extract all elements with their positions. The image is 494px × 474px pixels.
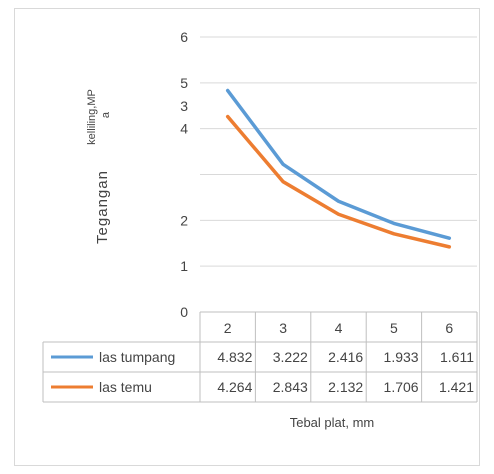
chart-frame: 6 5 3 4 2 1 0 kelliling,MP a Tegangan 2 3 4 5 6 las… bbox=[14, 8, 480, 466]
data-label: 3.222 bbox=[273, 349, 308, 365]
data-label: 1.421 bbox=[439, 379, 474, 395]
data-label: 4.832 bbox=[217, 349, 252, 365]
x-tick-label: 4 bbox=[335, 320, 343, 336]
series-line-las-temu bbox=[225, 114, 452, 249]
data-label: 1.706 bbox=[384, 379, 419, 395]
data-table: 2 3 4 5 6 las tumpang 4.832 3.222 2.416 1.933 1.61… bbox=[42, 311, 478, 403]
legend-label: las temu bbox=[99, 379, 152, 395]
line-chart: 6 5 3 4 2 1 0 kelliling,MP a Tegangan 2 3 4 5 6 las… bbox=[42, 29, 478, 430]
y-tick-label: 2 bbox=[180, 212, 188, 228]
y-axis-label-line1: kelliling,MP bbox=[86, 89, 98, 145]
data-label: 1.933 bbox=[384, 349, 419, 365]
y-tick-label: 0 bbox=[180, 304, 188, 320]
data-label: 2.416 bbox=[328, 349, 363, 365]
x-axis-title: Tebal plat, mm bbox=[290, 415, 375, 430]
legend-label: las tumpang bbox=[99, 349, 175, 365]
gridlines bbox=[200, 36, 477, 313]
data-label: 4.264 bbox=[217, 379, 252, 395]
series-line-las-tumpang bbox=[225, 88, 452, 240]
data-label: 2.843 bbox=[273, 379, 308, 395]
y-tick-labels: 6 5 3 4 2 1 0 bbox=[180, 29, 188, 320]
y-axis-title: Tegangan bbox=[94, 170, 111, 244]
x-tick-label: 6 bbox=[445, 320, 453, 336]
x-tick-label: 3 bbox=[279, 320, 287, 336]
x-tick-label: 5 bbox=[390, 320, 398, 336]
data-label: 1.611 bbox=[440, 349, 474, 365]
y-tick-label: 5 bbox=[180, 75, 188, 91]
y-tick-label: 3 bbox=[180, 98, 188, 114]
y-tick-label: 1 bbox=[180, 258, 188, 274]
y-axis-label-line2: a bbox=[100, 111, 112, 118]
x-tick-label: 2 bbox=[224, 320, 232, 336]
y-tick-label: 6 bbox=[180, 29, 188, 45]
y-tick-label: 4 bbox=[180, 121, 188, 137]
data-label: 2.132 bbox=[328, 379, 363, 395]
series-lines bbox=[225, 88, 452, 249]
